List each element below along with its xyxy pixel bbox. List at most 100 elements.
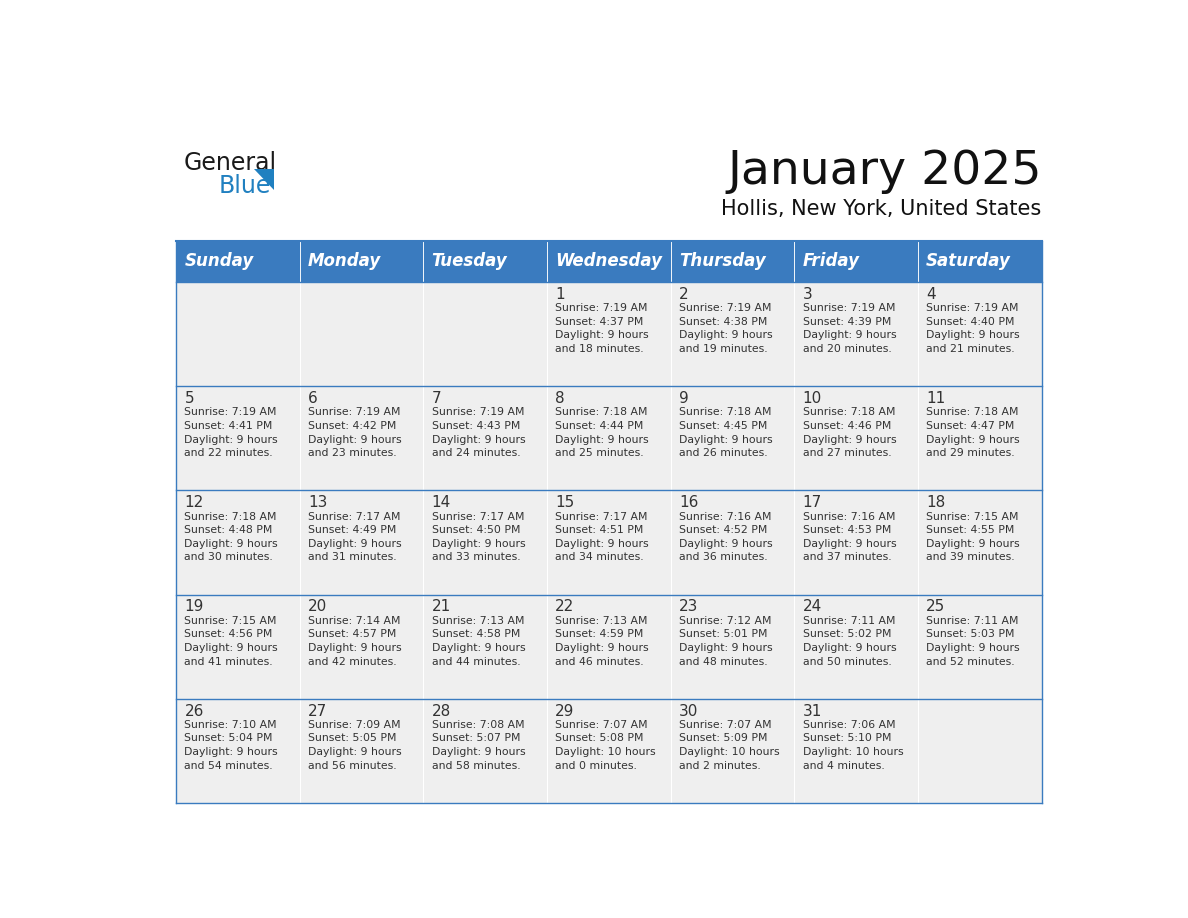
Bar: [423, 699, 546, 803]
Text: Sunday: Sunday: [184, 252, 254, 271]
Text: Sunrise: 7:13 AM
Sunset: 4:59 PM
Daylight: 9 hours
and 46 minutes.: Sunrise: 7:13 AM Sunset: 4:59 PM Dayligh…: [555, 616, 649, 666]
Bar: [795, 595, 918, 699]
Bar: [671, 699, 795, 803]
Bar: [299, 282, 423, 386]
Text: Thursday: Thursday: [680, 252, 766, 271]
Text: Sunrise: 7:19 AM
Sunset: 4:41 PM
Daylight: 9 hours
and 22 minutes.: Sunrise: 7:19 AM Sunset: 4:41 PM Dayligh…: [184, 408, 278, 458]
Text: 28: 28: [431, 703, 451, 719]
Text: Sunrise: 7:14 AM
Sunset: 4:57 PM
Daylight: 9 hours
and 42 minutes.: Sunrise: 7:14 AM Sunset: 4:57 PM Dayligh…: [308, 616, 402, 666]
Text: 7: 7: [431, 391, 441, 406]
Bar: [176, 699, 299, 803]
Text: Sunrise: 7:13 AM
Sunset: 4:58 PM
Daylight: 9 hours
and 44 minutes.: Sunrise: 7:13 AM Sunset: 4:58 PM Dayligh…: [431, 616, 525, 666]
Text: Monday: Monday: [308, 252, 381, 271]
Bar: [918, 386, 1042, 490]
Text: Tuesday: Tuesday: [431, 252, 507, 271]
Bar: [795, 490, 918, 595]
Text: Sunrise: 7:19 AM
Sunset: 4:37 PM
Daylight: 9 hours
and 18 minutes.: Sunrise: 7:19 AM Sunset: 4:37 PM Dayligh…: [555, 303, 649, 354]
Text: 30: 30: [680, 703, 699, 719]
Text: Sunrise: 7:19 AM
Sunset: 4:40 PM
Daylight: 9 hours
and 21 minutes.: Sunrise: 7:19 AM Sunset: 4:40 PM Dayligh…: [927, 303, 1019, 354]
Text: Sunrise: 7:12 AM
Sunset: 5:01 PM
Daylight: 9 hours
and 48 minutes.: Sunrise: 7:12 AM Sunset: 5:01 PM Dayligh…: [680, 616, 772, 666]
Bar: [546, 595, 671, 699]
Text: 8: 8: [555, 391, 565, 406]
Text: Sunrise: 7:11 AM
Sunset: 5:02 PM
Daylight: 9 hours
and 50 minutes.: Sunrise: 7:11 AM Sunset: 5:02 PM Dayligh…: [803, 616, 896, 666]
Bar: [546, 490, 671, 595]
Bar: [546, 699, 671, 803]
Bar: [671, 241, 795, 282]
Text: 15: 15: [555, 495, 575, 510]
Text: Sunrise: 7:15 AM
Sunset: 4:55 PM
Daylight: 9 hours
and 39 minutes.: Sunrise: 7:15 AM Sunset: 4:55 PM Dayligh…: [927, 511, 1019, 563]
Text: Sunrise: 7:18 AM
Sunset: 4:45 PM
Daylight: 9 hours
and 26 minutes.: Sunrise: 7:18 AM Sunset: 4:45 PM Dayligh…: [680, 408, 772, 458]
Bar: [546, 386, 671, 490]
Text: 29: 29: [555, 703, 575, 719]
Text: 3: 3: [803, 286, 813, 302]
Text: 13: 13: [308, 495, 328, 510]
Text: 21: 21: [431, 599, 451, 614]
Text: Sunrise: 7:18 AM
Sunset: 4:46 PM
Daylight: 9 hours
and 27 minutes.: Sunrise: 7:18 AM Sunset: 4:46 PM Dayligh…: [803, 408, 896, 458]
Bar: [918, 699, 1042, 803]
Bar: [918, 282, 1042, 386]
Bar: [546, 282, 671, 386]
Text: Sunrise: 7:16 AM
Sunset: 4:52 PM
Daylight: 9 hours
and 36 minutes.: Sunrise: 7:16 AM Sunset: 4:52 PM Dayligh…: [680, 511, 772, 563]
Text: Sunrise: 7:15 AM
Sunset: 4:56 PM
Daylight: 9 hours
and 41 minutes.: Sunrise: 7:15 AM Sunset: 4:56 PM Dayligh…: [184, 616, 278, 666]
Bar: [795, 241, 918, 282]
Text: Sunrise: 7:11 AM
Sunset: 5:03 PM
Daylight: 9 hours
and 52 minutes.: Sunrise: 7:11 AM Sunset: 5:03 PM Dayligh…: [927, 616, 1019, 666]
Bar: [299, 490, 423, 595]
Bar: [795, 386, 918, 490]
Text: 12: 12: [184, 495, 203, 510]
Text: 20: 20: [308, 599, 328, 614]
Bar: [176, 595, 299, 699]
Bar: [918, 595, 1042, 699]
Text: 25: 25: [927, 599, 946, 614]
Bar: [671, 595, 795, 699]
Bar: [176, 386, 299, 490]
Text: 10: 10: [803, 391, 822, 406]
Text: Sunrise: 7:19 AM
Sunset: 4:38 PM
Daylight: 9 hours
and 19 minutes.: Sunrise: 7:19 AM Sunset: 4:38 PM Dayligh…: [680, 303, 772, 354]
Bar: [176, 490, 299, 595]
Text: 2: 2: [680, 286, 689, 302]
Bar: [423, 490, 546, 595]
Bar: [795, 282, 918, 386]
Text: 22: 22: [555, 599, 575, 614]
Text: Sunrise: 7:06 AM
Sunset: 5:10 PM
Daylight: 10 hours
and 4 minutes.: Sunrise: 7:06 AM Sunset: 5:10 PM Dayligh…: [803, 720, 903, 771]
Text: Sunrise: 7:18 AM
Sunset: 4:48 PM
Daylight: 9 hours
and 30 minutes.: Sunrise: 7:18 AM Sunset: 4:48 PM Dayligh…: [184, 511, 278, 563]
Bar: [176, 241, 299, 282]
Bar: [299, 241, 423, 282]
Text: 26: 26: [184, 703, 204, 719]
Bar: [918, 241, 1042, 282]
Bar: [671, 282, 795, 386]
Text: Saturday: Saturday: [927, 252, 1011, 271]
Bar: [423, 595, 546, 699]
Text: Sunrise: 7:19 AM
Sunset: 4:42 PM
Daylight: 9 hours
and 23 minutes.: Sunrise: 7:19 AM Sunset: 4:42 PM Dayligh…: [308, 408, 402, 458]
Text: Sunrise: 7:08 AM
Sunset: 5:07 PM
Daylight: 9 hours
and 58 minutes.: Sunrise: 7:08 AM Sunset: 5:07 PM Dayligh…: [431, 720, 525, 771]
Bar: [299, 386, 423, 490]
Bar: [918, 490, 1042, 595]
Text: Sunrise: 7:18 AM
Sunset: 4:44 PM
Daylight: 9 hours
and 25 minutes.: Sunrise: 7:18 AM Sunset: 4:44 PM Dayligh…: [555, 408, 649, 458]
Bar: [795, 699, 918, 803]
Text: 11: 11: [927, 391, 946, 406]
Bar: [546, 241, 671, 282]
Text: 24: 24: [803, 599, 822, 614]
Text: 4: 4: [927, 286, 936, 302]
Text: 23: 23: [680, 599, 699, 614]
Bar: [423, 282, 546, 386]
Text: Sunrise: 7:16 AM
Sunset: 4:53 PM
Daylight: 9 hours
and 37 minutes.: Sunrise: 7:16 AM Sunset: 4:53 PM Dayligh…: [803, 511, 896, 563]
Text: 18: 18: [927, 495, 946, 510]
Text: Sunrise: 7:09 AM
Sunset: 5:05 PM
Daylight: 9 hours
and 56 minutes.: Sunrise: 7:09 AM Sunset: 5:05 PM Dayligh…: [308, 720, 402, 771]
Text: 17: 17: [803, 495, 822, 510]
Text: Sunrise: 7:17 AM
Sunset: 4:50 PM
Daylight: 9 hours
and 33 minutes.: Sunrise: 7:17 AM Sunset: 4:50 PM Dayligh…: [431, 511, 525, 563]
Text: 16: 16: [680, 495, 699, 510]
Text: Sunrise: 7:19 AM
Sunset: 4:43 PM
Daylight: 9 hours
and 24 minutes.: Sunrise: 7:19 AM Sunset: 4:43 PM Dayligh…: [431, 408, 525, 458]
Bar: [423, 386, 546, 490]
Bar: [671, 386, 795, 490]
Text: Sunrise: 7:19 AM
Sunset: 4:39 PM
Daylight: 9 hours
and 20 minutes.: Sunrise: 7:19 AM Sunset: 4:39 PM Dayligh…: [803, 303, 896, 354]
Bar: [299, 699, 423, 803]
Bar: [423, 241, 546, 282]
Text: Sunrise: 7:17 AM
Sunset: 4:51 PM
Daylight: 9 hours
and 34 minutes.: Sunrise: 7:17 AM Sunset: 4:51 PM Dayligh…: [555, 511, 649, 563]
Text: Sunrise: 7:07 AM
Sunset: 5:08 PM
Daylight: 10 hours
and 0 minutes.: Sunrise: 7:07 AM Sunset: 5:08 PM Dayligh…: [555, 720, 656, 771]
Text: General: General: [183, 151, 277, 175]
Text: 1: 1: [555, 286, 565, 302]
Bar: [671, 490, 795, 595]
Text: Wednesday: Wednesday: [555, 252, 663, 271]
Text: 19: 19: [184, 599, 204, 614]
Text: Blue: Blue: [219, 174, 271, 198]
